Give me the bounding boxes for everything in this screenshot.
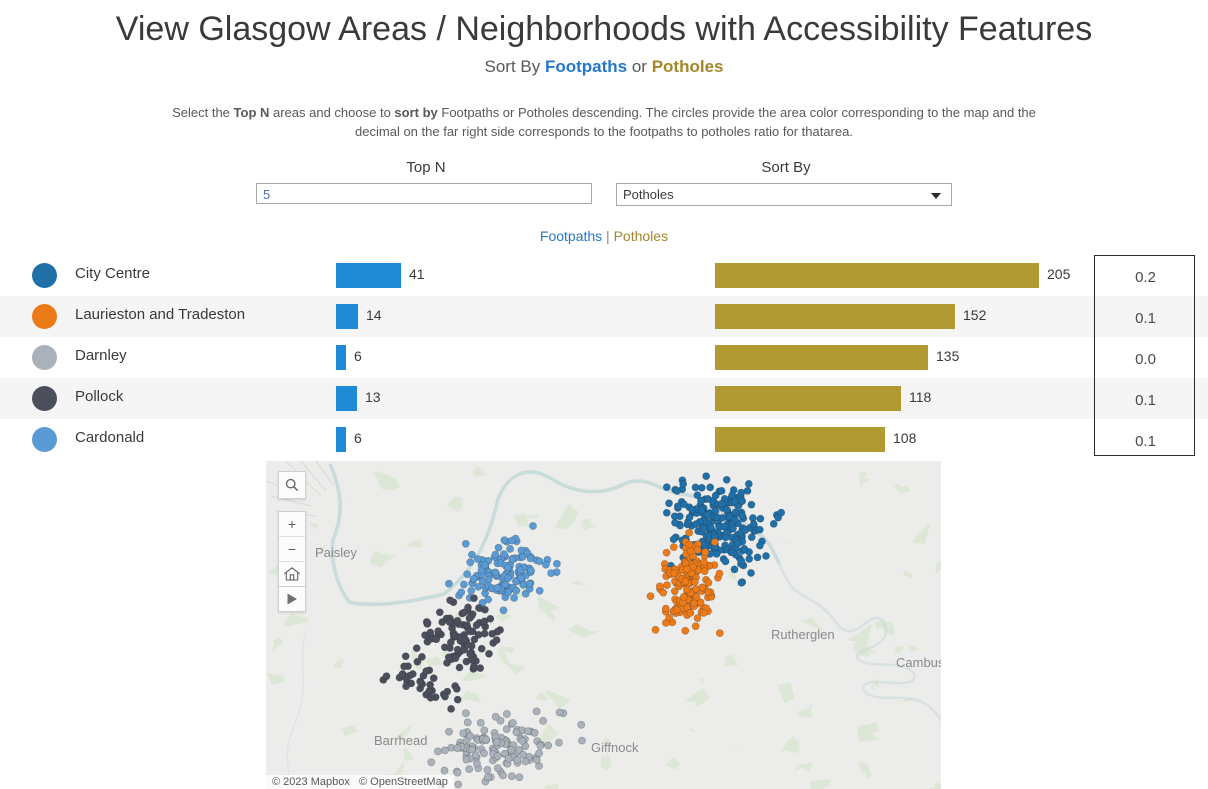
svg-text:Barrhead: Barrhead [374,733,427,748]
svg-text:Cambuslang: Cambuslang [896,655,941,670]
svg-text:Paisley: Paisley [315,545,357,560]
svg-text:Giffnock: Giffnock [591,740,639,755]
svg-text:Rutherglen: Rutherglen [771,627,835,642]
